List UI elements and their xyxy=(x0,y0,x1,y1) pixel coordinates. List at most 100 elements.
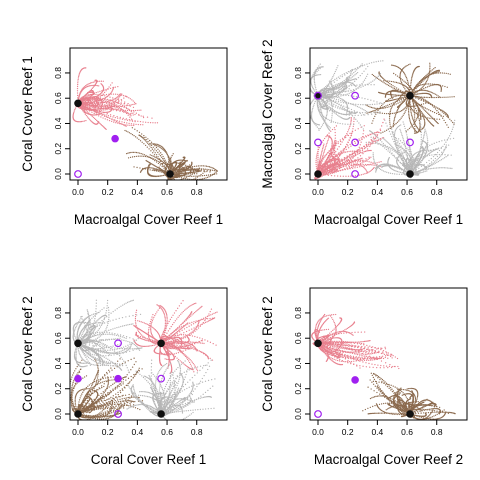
trajectory-point xyxy=(315,161,317,164)
trajectory-point xyxy=(342,139,345,141)
trajectory-point xyxy=(399,75,401,77)
trajectory-point xyxy=(415,101,418,103)
trajectory-point xyxy=(336,168,338,171)
trajectory-point xyxy=(187,175,189,178)
trajectory-point xyxy=(189,171,192,174)
trajectory-point xyxy=(359,166,361,168)
trajectory-point xyxy=(170,161,172,163)
trajectory-point xyxy=(88,94,90,96)
trajectory-point xyxy=(427,76,429,79)
trajectory-point xyxy=(91,87,94,89)
trajectory-point xyxy=(93,102,96,105)
trajectory-point xyxy=(371,168,374,171)
trajectory-point xyxy=(362,166,365,168)
trajectory-point xyxy=(450,120,452,122)
trajectory-point xyxy=(317,165,319,167)
trajectory-point xyxy=(378,108,380,110)
trajectory-point xyxy=(192,170,195,172)
trajectory-point xyxy=(399,104,402,106)
trajectory-point xyxy=(422,103,425,105)
trajectory-point xyxy=(80,91,82,93)
trajectory-point xyxy=(117,97,120,99)
trajectory-point xyxy=(333,150,335,152)
trajectory-point xyxy=(415,112,417,115)
trajectory-point xyxy=(151,154,153,157)
trajectory-point xyxy=(362,163,364,166)
trajectory-point xyxy=(327,166,329,168)
trajectory-point xyxy=(435,96,438,99)
trajectory-point xyxy=(206,170,208,173)
trajectory-point xyxy=(333,156,335,158)
trajectory-point xyxy=(125,111,127,113)
trajectory-point xyxy=(97,106,100,108)
trajectory-point xyxy=(176,174,179,177)
trajectory-point xyxy=(164,166,166,169)
trajectory-point xyxy=(393,121,395,123)
trajectory-point xyxy=(139,167,141,169)
trajectory-point xyxy=(332,147,335,150)
trajectory-point xyxy=(347,129,350,131)
trajectory-point xyxy=(172,153,174,155)
trajectory-point xyxy=(336,162,339,164)
trajectory-point xyxy=(128,109,131,112)
trajectory-point xyxy=(431,104,434,106)
trajectory-point xyxy=(350,134,353,136)
trajectory-point xyxy=(180,177,183,179)
trajectory-point xyxy=(331,141,333,143)
trajectory-point xyxy=(211,169,214,171)
trajectory-point xyxy=(127,104,129,107)
trajectory-point xyxy=(82,109,84,111)
trajectory-point xyxy=(335,140,337,142)
trajectory-point xyxy=(417,96,420,98)
trajectory-point xyxy=(155,175,157,177)
trajectory-point xyxy=(423,120,426,122)
trajectory-point xyxy=(94,108,96,111)
trajectory-point xyxy=(109,108,111,110)
trajectory-point xyxy=(145,136,147,138)
trajectory-point xyxy=(209,175,212,177)
trajectory-point xyxy=(160,145,162,147)
trajectory-point xyxy=(154,122,156,124)
trajectory-point xyxy=(393,94,395,96)
trajectory-point xyxy=(332,155,334,158)
trajectory-point xyxy=(346,133,348,135)
trajectory-point xyxy=(425,86,427,89)
trajectory-point xyxy=(431,116,433,118)
trajectory-point xyxy=(149,163,151,166)
trajectory-point xyxy=(194,175,196,177)
trajectory-point xyxy=(112,87,114,89)
trajectory-point xyxy=(160,152,162,154)
trajectory-point xyxy=(429,74,431,76)
trajectory-point xyxy=(207,165,209,168)
trajectory-point xyxy=(436,94,438,96)
trajectory-point xyxy=(90,95,92,97)
trajectory-point xyxy=(331,140,333,142)
trajectory-point xyxy=(390,64,393,66)
trajectory-point xyxy=(401,94,403,96)
trajectory-point xyxy=(334,158,336,161)
trajectory-point xyxy=(103,99,106,101)
trajectory-point xyxy=(414,130,417,132)
trajectory-point xyxy=(392,94,394,96)
trajectory-point xyxy=(414,129,416,131)
trajectory-point xyxy=(389,85,391,87)
trajectory-point xyxy=(321,167,324,169)
trajectory-point xyxy=(386,83,388,86)
trajectory-point xyxy=(201,175,204,177)
trajectory-point xyxy=(404,66,406,68)
trajectory-point xyxy=(393,64,395,67)
trajectory-point xyxy=(326,161,329,163)
trajectory-point xyxy=(149,157,152,159)
trajectory-point xyxy=(338,146,340,148)
trajectory-point xyxy=(190,175,193,177)
trajectory-point xyxy=(87,95,90,97)
trajectory-point xyxy=(360,174,363,176)
trajectory-point xyxy=(104,104,106,106)
trajectory-point xyxy=(199,165,201,167)
trajectory-point xyxy=(121,110,124,112)
trajectory-point xyxy=(338,160,340,162)
trajectory-point xyxy=(353,150,356,152)
trajectory-point xyxy=(369,145,371,148)
trajectory-point xyxy=(114,97,116,100)
trajectory-point xyxy=(339,160,341,163)
